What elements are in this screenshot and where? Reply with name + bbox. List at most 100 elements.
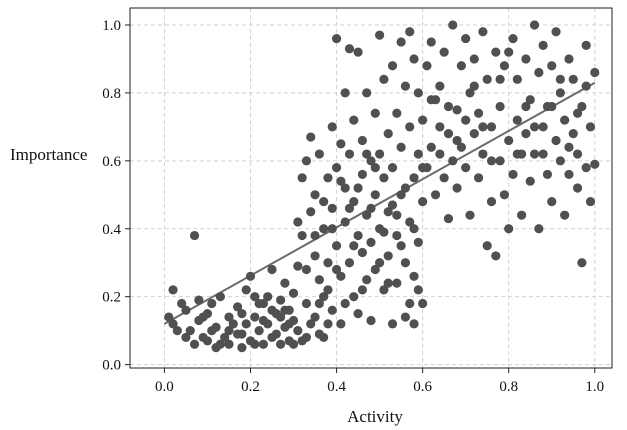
- data-point-215: [258, 315, 269, 326]
- data-point-258: [353, 183, 363, 193]
- data-point-126: [413, 237, 423, 247]
- data-point-122: [405, 27, 415, 37]
- data-point-187: [538, 40, 548, 50]
- data-point-228: [375, 258, 385, 268]
- data-point-54: [306, 132, 316, 142]
- data-point-168: [499, 190, 510, 200]
- data-point-28: [250, 312, 260, 322]
- data-point-46: [293, 261, 303, 271]
- data-point-48: [297, 173, 307, 183]
- data-point-232: [409, 224, 419, 234]
- trend-line: [163, 81, 596, 325]
- data-point-50: [301, 156, 312, 166]
- data-point-200: [568, 129, 578, 139]
- data-point-260: [336, 176, 346, 186]
- data-point-84: [353, 230, 363, 241]
- data-point-69: [331, 33, 342, 44]
- data-point-275: [198, 312, 208, 322]
- data-point-153: [465, 210, 475, 220]
- data-point-62: [319, 224, 329, 234]
- data-point-174: [512, 115, 522, 125]
- data-point-274: [207, 326, 217, 336]
- data-point-270: [250, 292, 260, 302]
- data-point-136: [430, 190, 441, 200]
- data-point-90: [362, 210, 372, 220]
- data-point-65: [323, 258, 333, 268]
- data-point-245: [521, 101, 531, 112]
- x-tick-label-1: 0.2: [241, 379, 260, 395]
- data-point-45: [288, 339, 299, 349]
- data-point-239: [469, 81, 479, 91]
- y-tick-label-3: 0.6: [102, 154, 121, 170]
- data-point-113: [392, 278, 402, 288]
- data-point-118: [400, 81, 411, 91]
- data-point-175: [512, 74, 522, 84]
- data-point-101: [375, 149, 385, 159]
- data-point-169: [499, 61, 510, 71]
- data-point-202: [572, 183, 583, 193]
- data-point-77: [340, 183, 350, 193]
- data-point-219: [306, 319, 316, 329]
- data-point-249: [555, 74, 565, 84]
- data-point-196: [560, 210, 570, 220]
- data-point-0: [164, 312, 174, 322]
- data-point-5: [181, 305, 191, 315]
- data-point-76: [340, 88, 350, 98]
- data-point-142: [443, 213, 454, 224]
- data-point-199: [564, 169, 574, 180]
- data-point-254: [387, 200, 398, 210]
- data-point-115: [396, 190, 406, 200]
- data-point-49: [297, 230, 307, 241]
- data-point-144: [448, 20, 458, 30]
- data-point-40: [280, 278, 290, 288]
- data-point-236: [443, 101, 454, 112]
- data-point-167: [495, 101, 505, 112]
- data-point-145: [448, 156, 458, 166]
- data-point-268: [267, 305, 277, 315]
- y-axis-label: Importance: [10, 145, 87, 164]
- data-point-179: [521, 129, 531, 139]
- data-point-276: [181, 332, 191, 343]
- data-point-67: [327, 122, 337, 132]
- data-point-129: [418, 196, 428, 207]
- data-point-81: [349, 292, 359, 302]
- y-tick-label-1: 0.2: [102, 290, 121, 306]
- data-point-241: [486, 156, 497, 166]
- data-point-4: [177, 298, 187, 309]
- data-points: [164, 20, 600, 353]
- data-point-183: [529, 149, 540, 159]
- data-point-264: [301, 264, 312, 275]
- data-point-157: [473, 108, 484, 118]
- data-point-255: [379, 227, 389, 237]
- data-point-222: [323, 285, 333, 295]
- data-point-88: [357, 247, 367, 258]
- data-point-256: [370, 163, 380, 173]
- data-point-184: [534, 224, 544, 234]
- data-point-163: [486, 196, 497, 207]
- data-point-188: [542, 169, 553, 180]
- data-point-64: [323, 173, 333, 183]
- data-point-224: [340, 298, 350, 309]
- data-point-99: [375, 30, 385, 40]
- data-point-177: [517, 210, 527, 220]
- data-point-130: [418, 298, 428, 309]
- data-point-139: [435, 122, 445, 132]
- data-point-102: [379, 285, 389, 295]
- data-point-240: [478, 122, 488, 132]
- data-point-233: [418, 163, 428, 173]
- data-point-278: [413, 285, 423, 295]
- data-point-47: [293, 326, 303, 336]
- data-point-133: [422, 61, 432, 71]
- data-point-140: [439, 173, 449, 183]
- data-point-197: [560, 115, 570, 125]
- data-point-190: [547, 196, 557, 207]
- data-point-6: [185, 326, 195, 336]
- data-point-2: [168, 319, 178, 329]
- data-point-250: [564, 142, 574, 152]
- data-point-229: [383, 278, 393, 288]
- data-point-85: [353, 47, 363, 57]
- y-tick-label-0: 0.0: [102, 358, 121, 374]
- data-point-204: [577, 258, 587, 268]
- data-point-98: [370, 264, 380, 275]
